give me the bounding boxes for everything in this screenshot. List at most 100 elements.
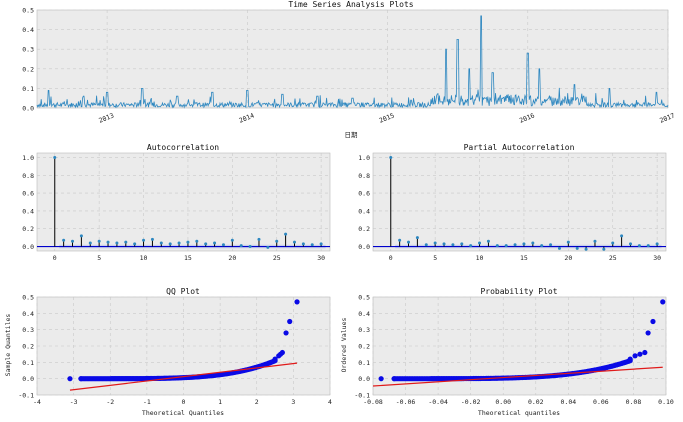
prob-y-tick-label: 0.1 (358, 359, 370, 367)
pacf-marker (486, 239, 490, 243)
prob-point (632, 353, 638, 359)
pacf-marker (575, 246, 579, 250)
pacf-marker (389, 155, 393, 159)
ts-y-tick-label: 0.1 (22, 85, 34, 93)
acf-y-tick-label: 0.4 (22, 207, 34, 215)
partial-autocorrelation-chart: 0.0 0.2 0.4 0.6 0.8 1.0 0 5 10 15 20 25 30 (358, 152, 667, 262)
ts-y-tick-label: 0.4 (22, 26, 34, 34)
pacf-y-tick-label: 0.2 (358, 225, 370, 233)
pacf-marker (407, 240, 411, 244)
pacf-marker (566, 240, 570, 244)
acf-marker (62, 238, 66, 242)
pacf-marker (513, 243, 517, 247)
pacf-marker (655, 242, 659, 246)
qq-y-tick-label: 0.5 (22, 294, 34, 302)
qq-plot-chart: -0.1 0.0 0.1 0.2 0.3 0.4 0.5 -4 -3 -2 -1 0 1 2 3 4 (18, 294, 332, 407)
prob-point (642, 349, 648, 356)
ts-y-tick-label: 0.3 (22, 46, 34, 54)
prob-point (378, 376, 384, 382)
qq-x-tick-label: -4 (33, 398, 41, 406)
pacf-marker (433, 241, 437, 245)
probability-plot-xlabel: Theoretical quantiles (478, 409, 560, 417)
plot-area (36, 9, 669, 109)
qq-x-tick-label: 2 (255, 398, 259, 406)
acf-marker (195, 239, 199, 243)
acf-marker (97, 239, 101, 243)
pacf-marker (451, 243, 455, 247)
prob-x-tick-label: 0.08 (626, 398, 642, 406)
qq-point (287, 318, 293, 325)
prob-fit-line (372, 366, 663, 387)
probability-plot-title: Probability Plot (480, 287, 557, 296)
acf-marker (177, 241, 181, 245)
acf-x-tick-label: 0 (53, 254, 57, 262)
qq-y-tick-label: 0.2 (22, 343, 34, 351)
acf-marker (213, 241, 217, 245)
prob-x-tick-label: -0.02 (461, 398, 481, 406)
acf-marker (106, 240, 110, 244)
acf-marker (230, 238, 234, 242)
acf-marker (79, 234, 83, 238)
acf-marker (115, 241, 119, 245)
pacf-x-tick-label: 10 (476, 254, 484, 262)
pacf-x-tick-label: 0 (389, 254, 393, 262)
ts-y-tick-label: 0.0 (22, 105, 34, 113)
figure-title: Time Series Analysis Plots (288, 0, 413, 9)
prob-y-tick-label: 0.5 (358, 294, 370, 302)
pacf-x-tick-label: 20 (564, 254, 572, 262)
pacf-marker (540, 244, 544, 248)
pacf-marker (398, 238, 402, 242)
qq-x-tick-label: 0 (182, 398, 186, 406)
qq-x-tick-label: -2 (106, 398, 114, 406)
probability-plot-chart: -0.1 0.0 0.1 0.2 0.3 0.4 0.5 -0.08 -0.06 -0.04 -0.… (354, 294, 674, 407)
probability-plot-ylabel: Ordered Values (340, 318, 348, 373)
qq-y-tick-label: 0.0 (22, 375, 34, 383)
acf-marker (71, 239, 75, 243)
qq-y-tick-label: -0.1 (18, 392, 34, 400)
acf-x-tick-label: 20 (228, 254, 236, 262)
qq-plot-ylabel: Sample Quantiles (4, 314, 12, 377)
pacf-y-tick-label: 0.8 (358, 172, 370, 180)
prob-y-tick-label: -0.1 (354, 392, 370, 400)
qq-point (283, 330, 289, 336)
qq-x-tick-label: 4 (328, 398, 332, 406)
qq-x-tick-label: -3 (70, 398, 78, 406)
qq-x-tick-label: -1 (143, 398, 151, 406)
pacf-marker (646, 244, 650, 248)
pacf-marker (584, 247, 588, 251)
acf-x-tick-label: 10 (140, 254, 148, 262)
acf-marker (53, 155, 57, 159)
acf-marker (257, 237, 261, 241)
ts-x-tick-label: 2014 (238, 111, 256, 124)
pacf-y-tick-label: 1.0 (358, 154, 370, 162)
ts-x-tick-label: 2017 (658, 111, 676, 124)
ts-y-tick-label: 0.5 (22, 7, 34, 15)
acf-marker (88, 241, 92, 245)
ts-x-tick-label: 2013 (98, 111, 116, 124)
acf-y-tick-label: 0.2 (22, 225, 34, 233)
acf-x-tick-label: 15 (184, 254, 192, 262)
pacf-y-tick-label: 0.6 (358, 190, 370, 198)
pacf-marker (460, 242, 464, 246)
acf-x-tick-label: 25 (273, 254, 281, 262)
time-series-xlabel: 日期 (345, 131, 359, 139)
plot-area (36, 152, 331, 252)
prob-point (645, 330, 651, 336)
pacf-marker (549, 243, 553, 247)
pacf-marker (522, 242, 526, 246)
prob-point (650, 318, 656, 325)
qq-y-tick-label: 0.1 (22, 359, 34, 367)
acf-y-tick-label: 0.6 (22, 190, 34, 198)
pacf-marker (628, 242, 632, 246)
ts-y-tick-label: 0.2 (22, 65, 34, 73)
acf-x-tick-label: 5 (97, 254, 101, 262)
acf-marker (142, 238, 146, 242)
acf-x-tick-label: 30 (317, 254, 325, 262)
pacf-marker (478, 241, 482, 245)
acf-marker (310, 243, 314, 247)
acf-marker (284, 232, 288, 236)
acf-marker (150, 237, 154, 241)
pacf-marker (557, 246, 561, 250)
acf-marker (301, 242, 305, 246)
